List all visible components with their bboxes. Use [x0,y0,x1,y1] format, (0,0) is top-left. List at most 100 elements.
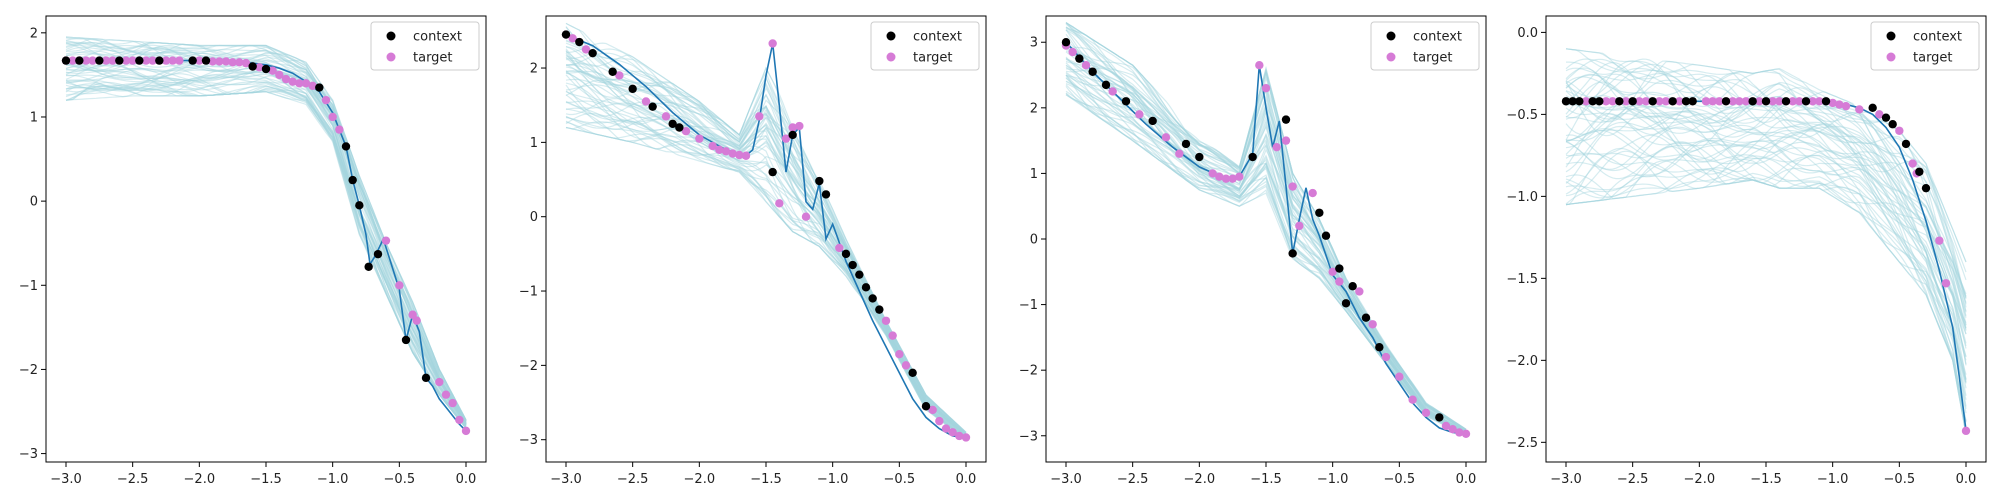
target-point [175,56,184,65]
sample-curve [1565,48,1967,263]
target-point [1815,97,1824,106]
sample-curve [65,81,467,429]
sample-curve [1565,61,1967,323]
target-point [881,316,891,325]
target-point [948,428,957,437]
target-point [408,310,417,319]
sample-curve [65,42,467,422]
target-point [195,56,204,65]
sample-curve [565,100,967,438]
context-point [855,270,864,279]
target-point [1795,97,1804,106]
target-point [308,81,317,91]
legend-label-context: context [913,30,962,45]
mean-line [1065,41,1467,435]
y-tick-label: 0.0 [1517,26,1538,41]
x-tick-label: −1.0 [1817,472,1849,487]
subplot-2: −3.0 −2.5 −2.0 −1.5 −1.0 −0.5 0.0 −3 −2 −1 0 1 2 cont… [519,15,987,487]
target-point [1261,83,1271,93]
sample-curve [1065,42,1467,432]
x-tick-label: −0.5 [884,472,916,487]
target-point [81,56,91,65]
plot-area [561,22,971,442]
target-point [1335,277,1344,286]
context-point [1561,97,1571,106]
target-point [1835,100,1844,109]
context-point [648,102,657,111]
target-point [1701,97,1711,106]
target-point [1295,221,1304,231]
context-point [1335,264,1344,273]
target-point [1208,169,1217,178]
target-point [801,212,811,221]
x-tick-label: −2.5 [617,472,649,487]
context-point [75,56,84,65]
y-tick-label: −1.5 [1506,272,1538,287]
plot-area [1061,22,1471,438]
target-point [275,70,284,80]
target-point [1355,287,1364,296]
x-tick-label: −3.0 [1050,472,1082,487]
y-tick-label: 0 [1030,233,1038,248]
sample-curve [1065,84,1467,436]
sample-curve [565,50,967,435]
legend-marker-context [886,31,896,41]
sample-curve [565,107,967,440]
context-point [821,190,831,199]
target-point [935,416,944,426]
x-tick-label: −2.5 [117,472,149,487]
y-tick-label: −1.0 [1506,190,1538,205]
target-point [1135,110,1144,119]
sample-curve [1565,121,1967,382]
sample-curve [65,64,467,425]
context-point [261,64,271,74]
target-point [241,58,251,68]
plot-area [61,36,471,436]
context-point [1615,97,1624,106]
sample-curve [65,83,467,429]
target-point [1641,97,1651,106]
target-point [941,424,951,433]
x-tick-label: −2.5 [1117,472,1149,487]
sample-curve [565,42,967,434]
sample-curve [1065,26,1467,431]
sample-curve [65,64,467,426]
context-point [1801,97,1811,106]
subplot-3: −3.0 −2.5 −2.0 −1.5 −1.0 −0.5 0.0 −3 −2 −1 0 1 2 3 con… [1019,15,1487,487]
target-point [335,125,344,134]
target-point [795,121,804,131]
sample-curve [65,81,467,429]
target-point [1441,421,1451,431]
sample-curve [565,52,967,435]
x-tick-label: −0.5 [1884,472,1916,487]
sample-curve [65,37,467,421]
sample-curve [65,56,467,425]
sample-curve [65,61,467,426]
sample-curve [1065,22,1467,430]
target-point [281,74,291,84]
sample-curve [1065,51,1467,433]
sample-curve [1565,67,1967,297]
sample-curve [1065,33,1467,432]
context-point [1575,97,1584,106]
target-point [708,141,717,151]
target-point [1215,172,1224,181]
context-point [1361,313,1371,322]
target-point [101,56,111,65]
context-point [1348,282,1357,291]
sample-curve [1565,109,1967,383]
sample-curve [65,38,467,422]
target-point [1081,60,1091,70]
y-axis: −3 −2 −1 0 1 2 [19,26,46,462]
context-point [768,167,777,177]
x-tick-label: −0.5 [384,472,416,487]
y-tick-label: −3 [19,447,38,462]
sample-curve [565,22,967,433]
sample-curve [565,121,967,440]
context-points [61,56,431,383]
target-point [1221,174,1231,183]
y-tick-label: 2 [530,62,538,77]
target-point [288,77,297,86]
context-point [364,262,373,271]
target-point [128,56,137,65]
